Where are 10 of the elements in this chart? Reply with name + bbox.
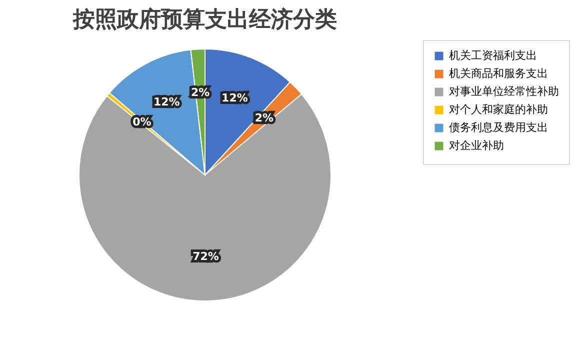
legend-label: 对事业单位经常性补助 [449, 85, 559, 98]
legend-label: 机关商品和服务支出 [449, 67, 548, 80]
legend-label: 对个人和家庭的补助 [449, 103, 548, 116]
legend-label: 债务利息及费用支出 [449, 121, 548, 134]
legend-label: 对企业补助 [449, 139, 504, 152]
data-label: 12% [153, 96, 180, 109]
legend-label: 机关工资福利支出 [449, 49, 537, 62]
data-label: 72% [192, 250, 219, 263]
chart-title: 按照政府预算支出经济分类 [72, 6, 337, 32]
data-label: 12% [222, 92, 248, 105]
